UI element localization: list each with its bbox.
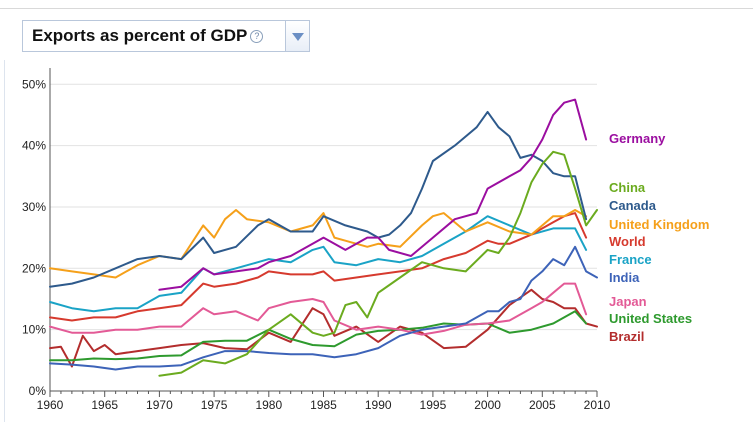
indicator-selector[interactable]: Exports as percent of GDP ? xyxy=(22,20,286,52)
chevron-down-icon xyxy=(292,33,304,41)
legend-label-canada: Canada xyxy=(609,198,657,213)
x-tick-label: 2000 xyxy=(474,398,501,412)
left-divider xyxy=(4,60,5,422)
x-tick-label: 1995 xyxy=(420,398,447,412)
x-tick-label: 2005 xyxy=(529,398,556,412)
indicator-dropdown-button[interactable] xyxy=(286,20,310,52)
axis-layer: 0% 10% 20% 30% 40% 50% 1960 1965 1970 1975 1980 198… xyxy=(22,68,611,412)
series-layer xyxy=(49,98,598,377)
series-line-china xyxy=(158,150,598,377)
series-line-united-states xyxy=(49,310,588,362)
x-tick-label: 2010 xyxy=(584,398,611,412)
legend-label-china: China xyxy=(609,180,646,195)
legend-label-brazil: Brazil xyxy=(609,329,644,344)
legend-label-united-kingdom: United Kingdom xyxy=(609,217,709,232)
series-line-canada xyxy=(49,110,588,288)
series-line-brazil xyxy=(49,288,598,368)
y-tick-label: 30% xyxy=(22,200,46,214)
legend-label-india: India xyxy=(609,270,640,285)
x-tick-label: 1975 xyxy=(201,398,228,412)
legend-label-united-states: United States xyxy=(609,311,692,326)
x-tick-label: 1970 xyxy=(146,398,173,412)
grid-layer xyxy=(50,83,597,331)
series-line-japan xyxy=(49,282,588,336)
series-line-france xyxy=(49,215,588,313)
y-tick-label: 0% xyxy=(29,384,47,398)
legend-layer: Germany China Canada United Kingdom World Fra… xyxy=(609,131,709,344)
x-tick-label: 1990 xyxy=(365,398,392,412)
series-line-india xyxy=(49,245,598,371)
series-line-germany xyxy=(158,98,588,291)
legend-label-france: France xyxy=(609,252,652,267)
chart-title: Exports as percent of GDP xyxy=(32,26,248,45)
help-icon[interactable]: ? xyxy=(250,29,264,43)
top-divider xyxy=(0,8,753,9)
x-tick-label: 1980 xyxy=(255,398,282,412)
y-tick-label: 20% xyxy=(22,261,46,275)
x-tick-label: 1965 xyxy=(91,398,118,412)
legend-label-japan: Japan xyxy=(609,294,647,309)
x-tick-label: 1960 xyxy=(37,398,64,412)
y-tick-label: 50% xyxy=(22,77,46,91)
x-tick-label: 1985 xyxy=(310,398,337,412)
legend-label-world: World xyxy=(609,234,646,249)
legend-label-germany: Germany xyxy=(609,131,666,146)
y-tick-label: 10% xyxy=(22,323,46,337)
y-tick-label: 40% xyxy=(22,139,46,153)
